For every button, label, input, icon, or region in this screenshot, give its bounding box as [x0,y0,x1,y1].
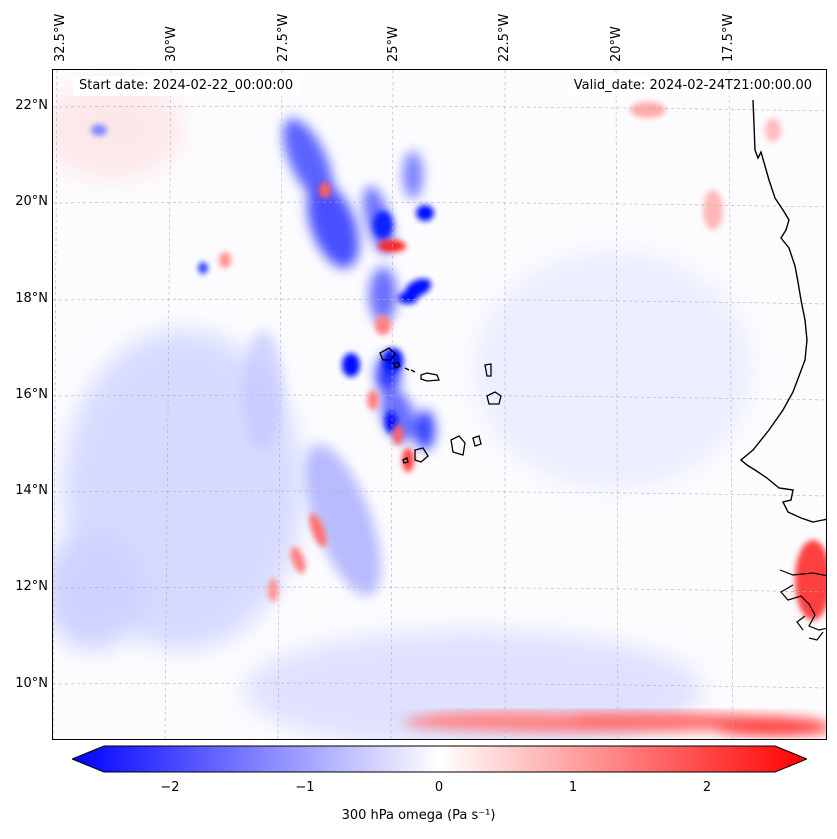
colorbar-label: 300 hPa omega (Pa s⁻¹) [341,808,496,823]
omega-field-map [53,70,826,739]
lon-tick-30w: 30°W [164,26,179,62]
colorbar-tick: −2 [160,780,180,795]
start-date-label: Start date: 2024-02-22_00:00:00 [73,76,300,96]
colorbar [72,745,807,773]
lat-tick-12n: 12°N [15,579,48,594]
lat-tick-10n: 10°N [15,676,48,691]
lat-tick-20n: 20°N [15,194,48,209]
weak-descent-areas [53,80,753,739]
lat-tick-22n: 22°N [15,98,48,113]
gridlines [53,70,826,739]
colorbar-tick: 0 [434,780,444,795]
gambia-coast [779,569,826,641]
colorbar-scale [72,745,807,773]
positive-omega-southern-band [403,711,826,736]
valid-date-label: Valid_date: 2024-02-24T21:00:00.00 [567,76,818,96]
lon-tick-17-5w: 17.5°W [721,13,736,62]
positive-omega-features [219,102,826,620]
lat-tick-18n: 18°N [15,291,48,306]
lon-tick-20w: 20°W [609,26,624,62]
lon-tick-22-5w: 22.5°W [497,13,512,62]
lon-tick-25w: 25°W [386,26,401,62]
colorbar-tick: 2 [702,780,712,795]
lon-tick-27-5w: 27.5°W [276,13,291,62]
lat-tick-14n: 14°N [15,483,48,498]
colorbar-tick: −1 [295,780,315,795]
cape-verde-islands [379,347,502,464]
lon-tick-32-5w: 32.5°W [53,13,68,62]
map-panel [52,69,827,740]
lat-tick-16n: 16°N [15,387,48,402]
africa-coastline [739,99,826,523]
strong-negative-omega-cores [91,124,434,433]
colorbar-tick: 1 [568,780,578,795]
